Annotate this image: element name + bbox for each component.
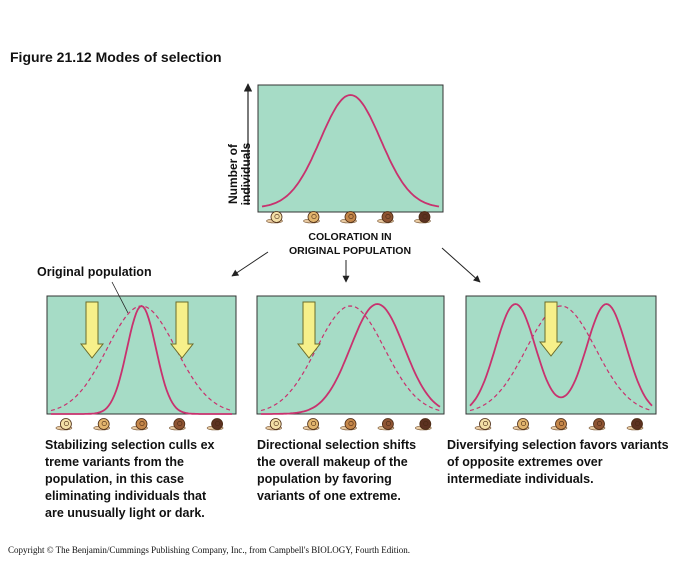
original-curve	[469, 305, 653, 412]
snail-spiral	[177, 420, 183, 426]
snail-shell	[419, 418, 432, 430]
selected-curve	[51, 305, 232, 415]
snail-spiral	[311, 420, 317, 426]
selection-arrow	[169, 301, 195, 359]
snail-spiral	[273, 420, 279, 426]
snail-spiral	[482, 420, 488, 426]
caption-line: Directional selection shifts	[257, 438, 416, 452]
snail-shell	[307, 418, 320, 430]
caption-line: variants of one extreme.	[257, 489, 401, 503]
label-pointer	[111, 281, 129, 314]
caption-line: of opposite extremes over	[447, 455, 603, 469]
snail-shell	[555, 418, 567, 430]
snail-shell	[60, 418, 72, 430]
caption-line: treme variants from the	[45, 455, 184, 469]
original-curve	[260, 305, 441, 412]
snail-spiral	[385, 420, 391, 426]
snail-spiral	[634, 420, 640, 426]
snail-shell	[211, 418, 224, 430]
selected-curve	[261, 303, 441, 415]
captions: Stabilizing selection culls ex treme vari…	[45, 438, 669, 520]
caption-line: Stabilizing selection culls ex	[45, 438, 215, 452]
title: Figure 21.12 Modes of selection	[10, 49, 222, 65]
x-axis-label: COLORATION IN	[308, 231, 391, 243]
top-panel	[257, 84, 444, 213]
copyright: Copyright © The Benjamin/Cummings Publis…	[8, 545, 410, 555]
x-axis-label: ORIGINAL POPULATION	[289, 245, 411, 257]
caption-line: Diversifying selection favors variants	[447, 438, 669, 452]
arrow	[441, 247, 481, 283]
snail-spiral	[348, 214, 354, 220]
selection-arrow	[538, 301, 564, 357]
selected-curve	[469, 303, 653, 407]
snail-shell	[381, 211, 394, 223]
caption-line: are unusually light or dark.	[45, 506, 205, 520]
snail-shell	[418, 211, 431, 223]
snail-spiral	[101, 420, 107, 426]
snail-shell	[97, 418, 110, 430]
snail-spiral	[348, 420, 354, 426]
snail-spiral	[215, 420, 221, 426]
distribution-curve	[261, 94, 440, 208]
caption-line: the overall makeup of the	[257, 455, 408, 469]
snail-spiral	[63, 420, 69, 426]
snail-shell	[344, 211, 357, 223]
snail-shell	[517, 418, 529, 430]
snail-spiral	[311, 214, 317, 220]
snail-spiral	[558, 420, 564, 426]
snail-shell	[344, 418, 357, 430]
snail-spiral	[423, 420, 429, 426]
snail-spiral	[139, 420, 145, 426]
snail-spiral	[422, 214, 428, 220]
selection-arrow	[79, 301, 105, 359]
snail-shell	[381, 418, 394, 430]
snail-shell	[269, 418, 282, 430]
caption-line: intermediate individuals.	[447, 472, 594, 486]
caption-line: population, in this case	[45, 472, 184, 486]
snail-shell	[173, 418, 186, 430]
snail-shell	[270, 211, 283, 223]
original-population-label: Original population	[37, 265, 152, 279]
y-axis-label: Number of	[226, 143, 240, 204]
snail-spiral	[520, 420, 526, 426]
y-axis-label: individuals	[239, 142, 253, 205]
selection-arrow	[296, 301, 322, 359]
snail-shell	[631, 418, 643, 430]
arrow	[231, 251, 269, 277]
snail-spiral	[274, 214, 280, 220]
snail-shell	[135, 418, 148, 430]
snail-spiral	[596, 420, 602, 426]
caption-line: eliminating individuals that	[45, 489, 207, 503]
snail-shell	[479, 418, 491, 430]
snail-shell	[307, 211, 320, 223]
snail-shell	[593, 418, 605, 430]
snail-spiral	[385, 214, 391, 220]
caption-line: population by favoring	[257, 472, 392, 486]
